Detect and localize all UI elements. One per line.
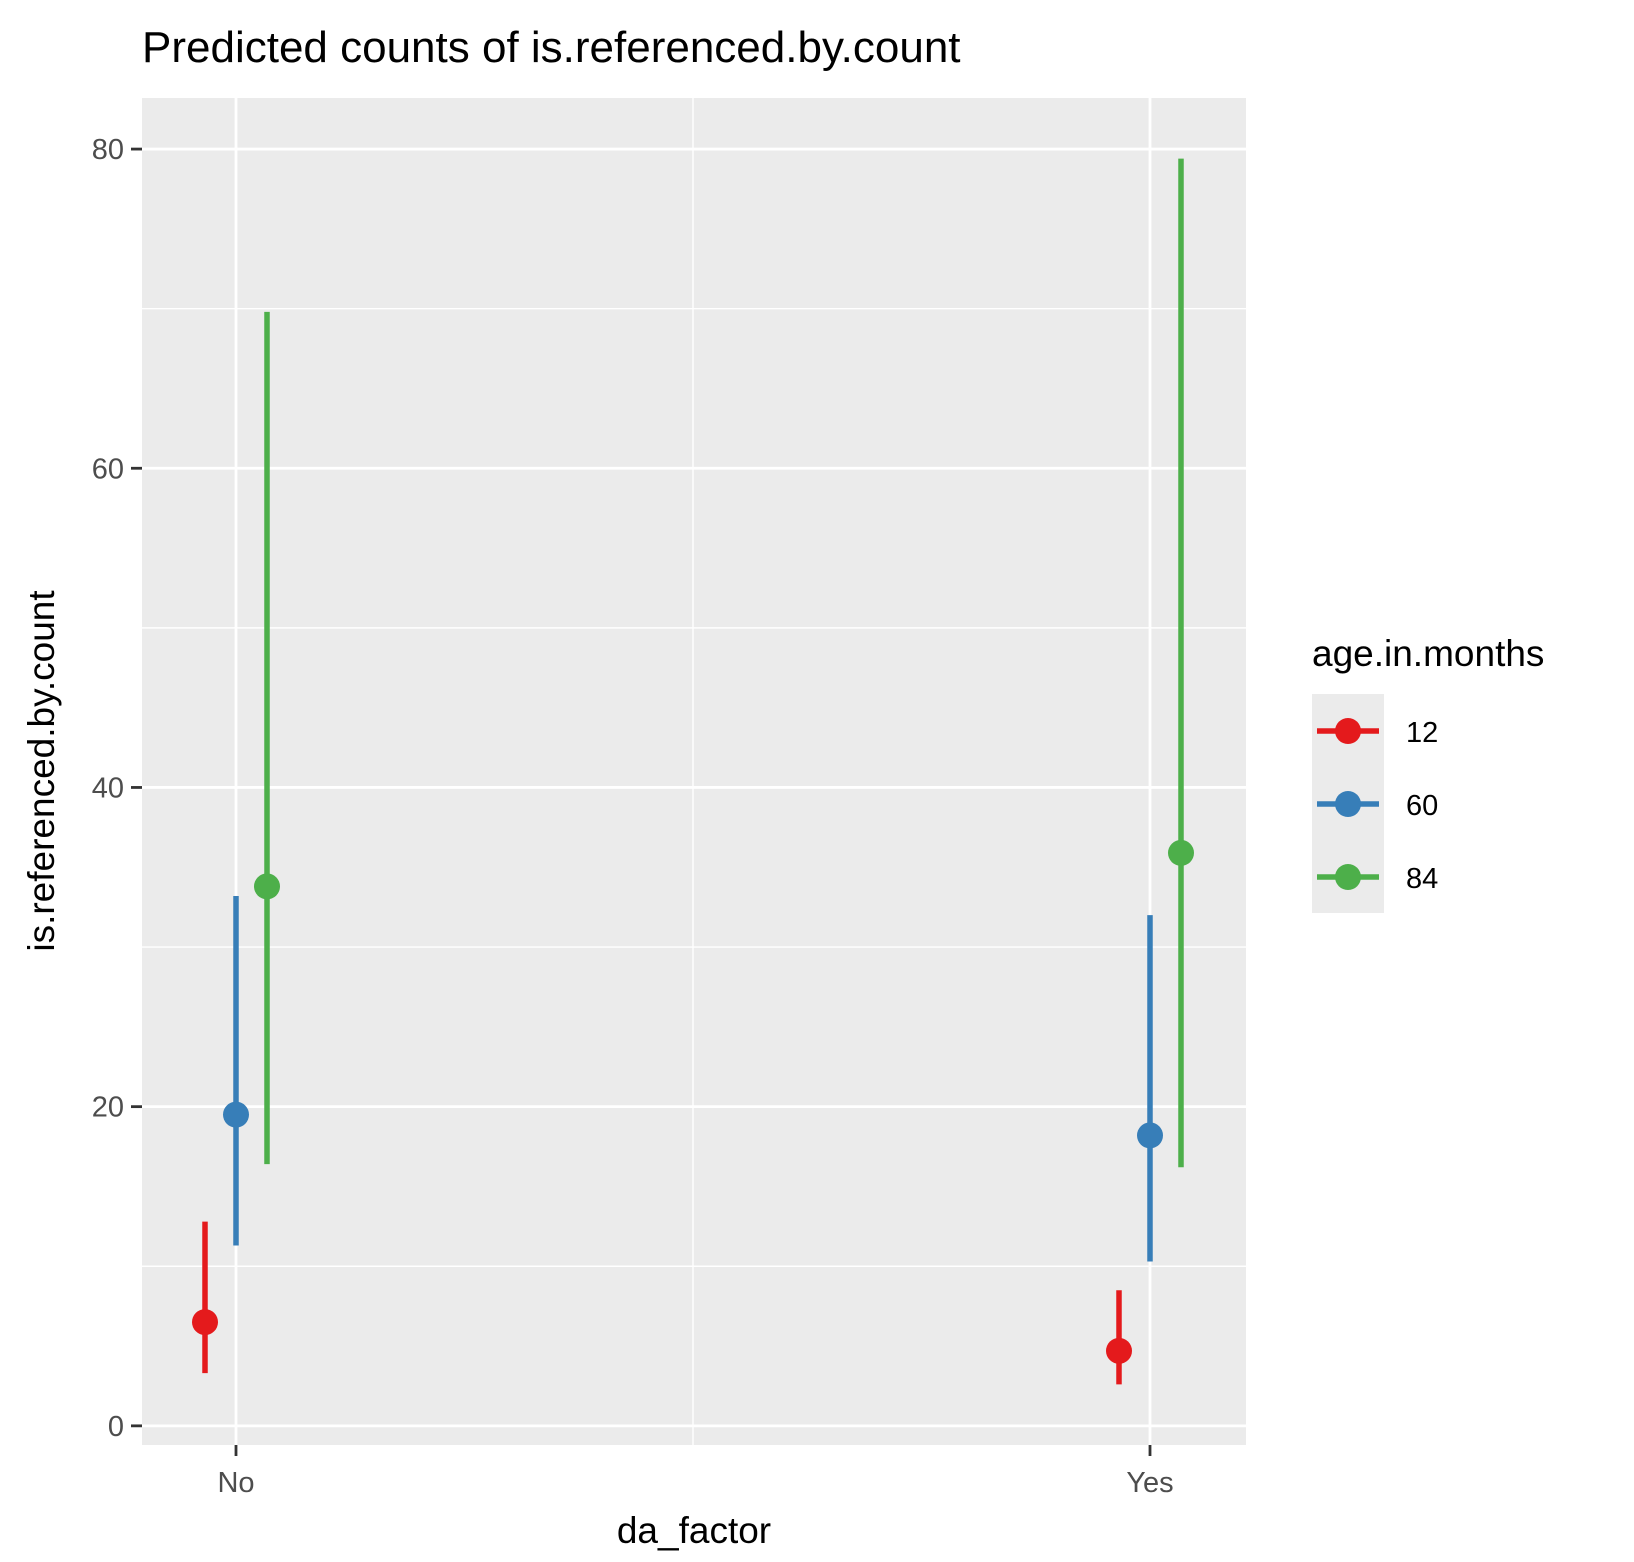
legend: age.in.months 12 60 84 — [1312, 633, 1544, 913]
legend-key-point — [1335, 718, 1361, 744]
legend-label: 60 — [1406, 790, 1438, 822]
data-point — [254, 873, 280, 900]
data-point — [1137, 1122, 1163, 1149]
y-tick-label: 40 — [92, 772, 124, 804]
data-point — [192, 1309, 218, 1336]
axes: 0 20 40 60 80 No Yes — [92, 134, 1174, 1499]
chart-title: Predicted counts of is.referenced.by.cou… — [142, 23, 961, 72]
y-tick-label: 80 — [92, 134, 124, 166]
x-axis-title: da_factor — [617, 1510, 771, 1551]
y-tick-label: 0 — [108, 1411, 124, 1443]
data-point — [1168, 839, 1194, 866]
legend-key-point — [1335, 864, 1361, 890]
x-tick-label: No — [217, 1467, 254, 1499]
legend-label: 12 — [1406, 717, 1438, 749]
legend-title: age.in.months — [1312, 633, 1544, 674]
x-tick-label: Yes — [1126, 1467, 1173, 1499]
data-point — [1106, 1337, 1132, 1364]
y-axis-title: is.referenced.by.count — [21, 590, 62, 952]
y-tick-label: 60 — [92, 453, 124, 485]
data-marks — [192, 158, 1194, 1385]
legend-label: 84 — [1406, 863, 1438, 895]
data-point — [223, 1101, 249, 1128]
y-tick-label: 20 — [92, 1092, 124, 1124]
legend-key-point — [1335, 791, 1361, 817]
plot-panel — [142, 98, 1246, 1445]
